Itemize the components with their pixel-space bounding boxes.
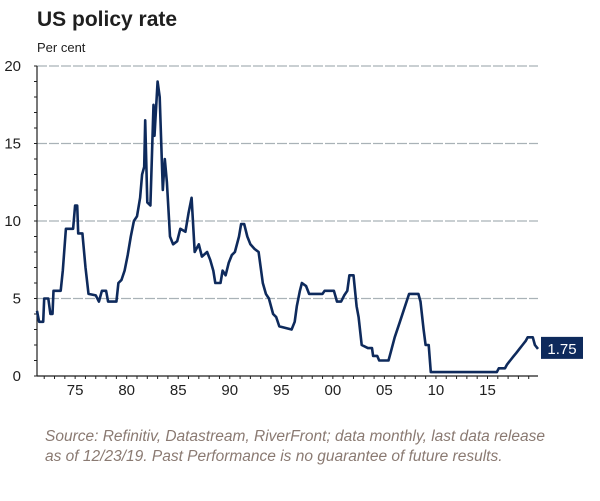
x-tick-label: 75 (67, 382, 84, 399)
end-value-label-box (541, 336, 583, 359)
y-axis-unit-label: Per cent (37, 40, 86, 55)
source-note: Source: Refinitiv, Datastream, RiverFron… (45, 428, 545, 465)
gridlines (37, 65, 538, 300)
x-tick-label: 85 (170, 382, 187, 399)
series-line-us-policy-rate (35, 80, 540, 374)
end-value-label-text: 1.75 (547, 341, 576, 358)
y-axis-ticks: 0 5 10 15 20 (4, 58, 37, 385)
end-value-label: 1.75 (541, 336, 583, 359)
x-tick-label: 90 (221, 382, 238, 399)
chart-title: US policy rate (37, 8, 178, 31)
x-tick-label: 10 (428, 382, 445, 399)
x-tick-label: 15 (479, 382, 496, 399)
y-tick-label: 20 (4, 58, 21, 75)
x-tick-label: 05 (376, 382, 393, 399)
y-tick-label: 15 (4, 136, 21, 153)
x-axis-ticks: 75 80 85 90 95 00 05 10 15 (43, 376, 530, 399)
y-tick-label: 0 (13, 368, 21, 385)
y-tick-label: 10 (4, 213, 21, 230)
y-tick-label: 5 (13, 291, 21, 308)
x-tick-label: 95 (273, 382, 290, 399)
x-tick-label: 80 (118, 382, 135, 399)
x-tick-label: 00 (325, 382, 342, 399)
